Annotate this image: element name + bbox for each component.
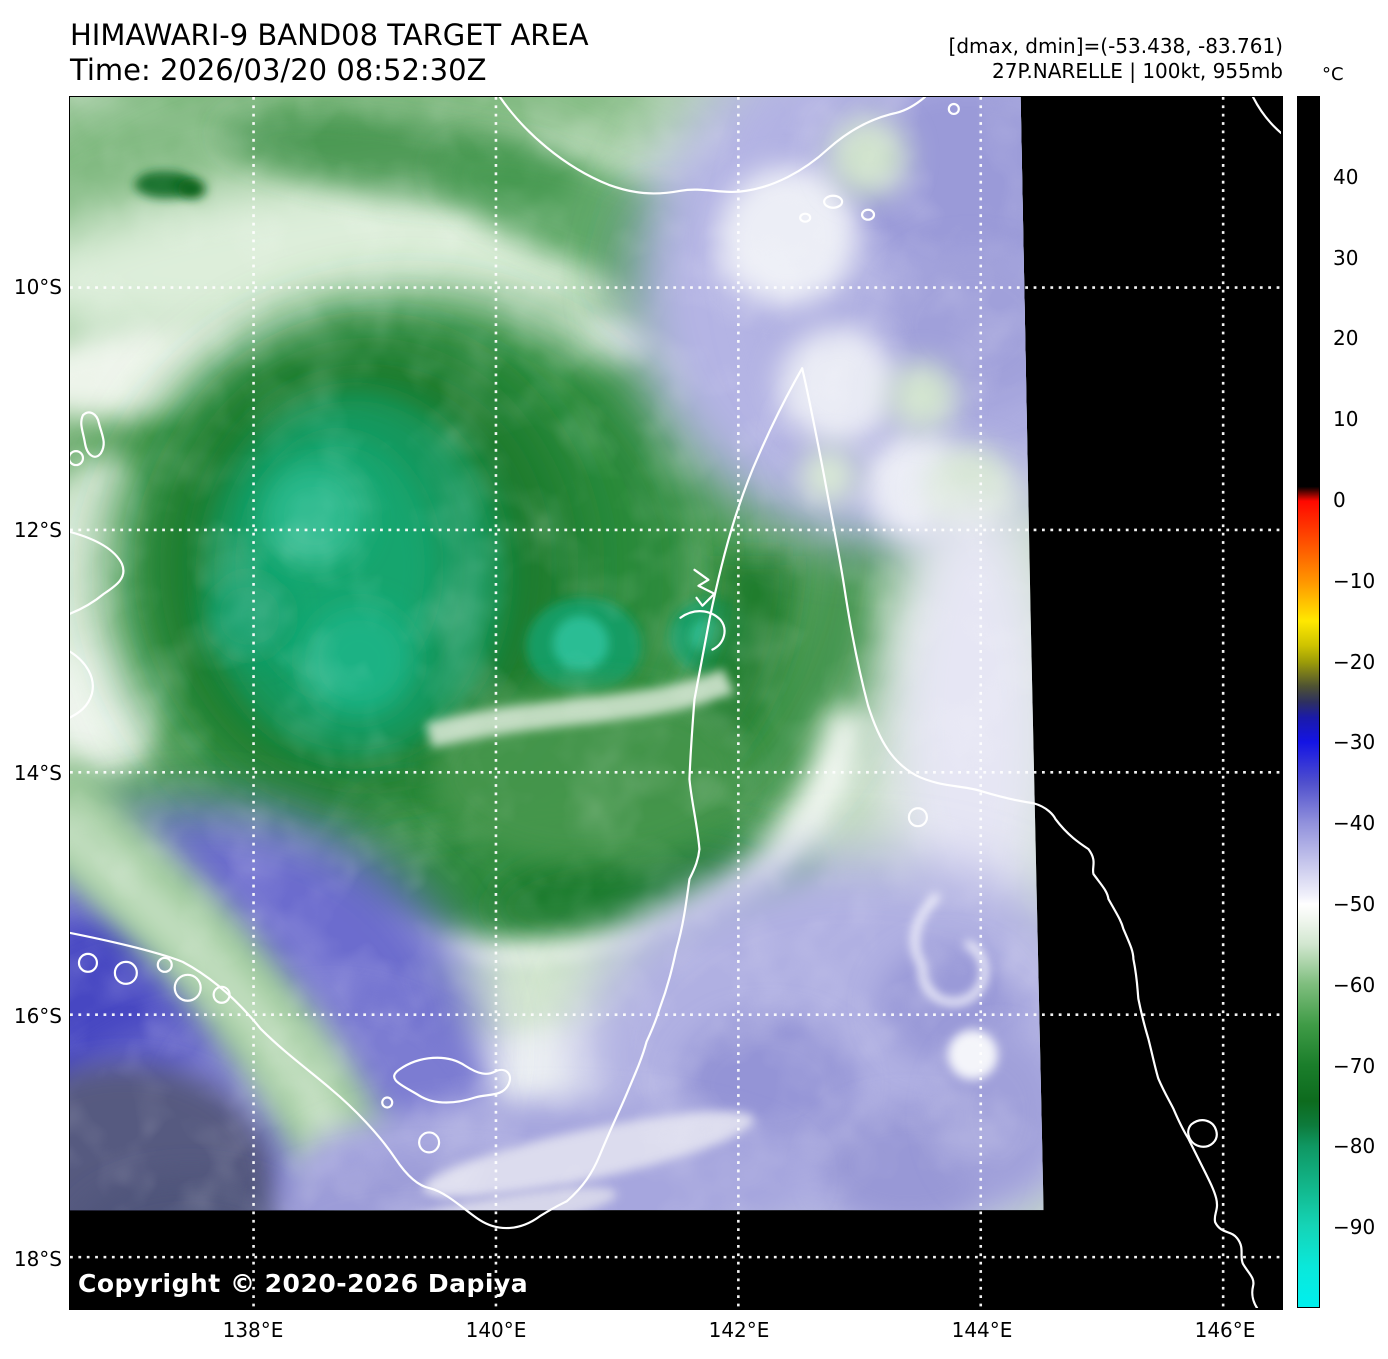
lon-label-140e: 140°E [465,1318,527,1342]
lon-label-142e: 142°E [708,1318,770,1342]
plot-title-block: HIMAWARI-9 BAND08 TARGET AREA Time: 2026… [70,18,589,88]
lon-label-144e: 144°E [951,1318,1013,1342]
colorbar-tick: −20 [1333,650,1376,674]
colorbar-tick: 0 [1333,488,1346,512]
lon-label-138e: 138°E [222,1318,284,1342]
cloud-field [70,97,1044,1211]
lat-label-12s: 12°S [13,518,62,542]
coastlines [70,97,1281,1308]
cloud-texture [70,97,1044,1211]
copyright-watermark: Copyright © 2020-2026 Dapiya [78,1269,529,1298]
colorbar [1297,96,1320,1308]
colorbar-tick: −30 [1333,730,1376,754]
colorbar-tick: −50 [1333,892,1376,916]
colorbar-tick: 40 [1333,165,1359,189]
latlon-gridlines [70,97,1281,1308]
colorbar-tick: 20 [1333,326,1359,350]
lon-label-146e: 146°E [1194,1318,1256,1342]
colorbar-tick: 30 [1333,246,1359,270]
lat-label-18s: 18°S [13,1247,62,1271]
coastline-west-islands [80,411,105,458]
coastline-queensland-east [801,367,1259,1308]
storm-info-block: [dmax, dmin]=(-53.438, -83.761) 27P.NARE… [949,34,1283,84]
colorbar-tick: −10 [1333,569,1376,593]
coastline-gulf-capeyork-west [70,367,804,1230]
lat-label-14s: 14°S [13,761,62,785]
colorbar-unit-label: °C [1322,64,1344,85]
plot-title: HIMAWARI-9 BAND08 TARGET AREA [70,18,589,52]
lat-label-16s: 16°S [13,1004,62,1028]
colorbar-tick: −70 [1333,1054,1376,1078]
storm-annotation: 27P.NARELLE | 100kt, 955mb [992,59,1283,83]
coastline-ne-corner [1251,97,1281,135]
satellite-map: Copyright © 2020-2026 Dapiya [69,96,1283,1310]
colorbar-tick: −80 [1333,1134,1376,1158]
satellite-image [70,97,1281,1308]
colorbar-tick: −90 [1333,1215,1376,1239]
coastline-mornington-island [393,1056,511,1104]
coastline-png [498,97,926,195]
lat-label-10s: 10°S [13,275,62,299]
plot-time: Time: 2026/03/20 08:52:30Z [70,53,487,87]
dmax-dmin-annotation: [dmax, dmin]=(-53.438, -83.761) [948,34,1283,58]
colorbar-tick: −40 [1333,811,1376,835]
colorbar-tick: 10 [1333,407,1359,431]
colorbar-tick: −60 [1333,973,1376,997]
